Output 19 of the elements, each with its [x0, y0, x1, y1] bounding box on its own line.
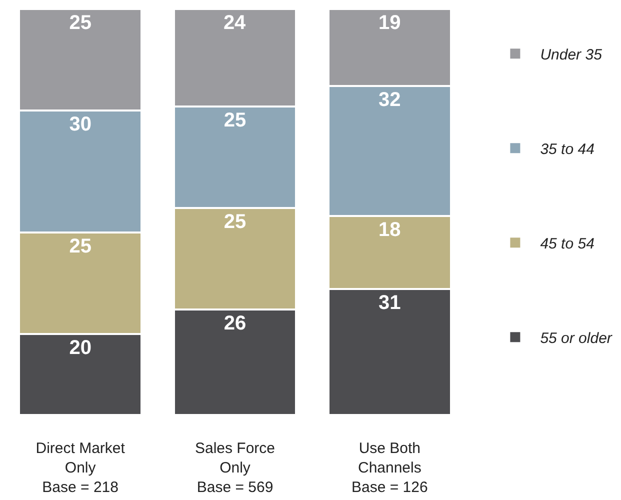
x-tick-label: Use Both Channels Base = 126	[352, 440, 428, 496]
data-label: 32	[378, 89, 401, 112]
data-label: 25	[69, 235, 92, 258]
data-label: 30	[69, 114, 92, 136]
x-tick-label: Sales Force Only Base = 569	[194, 440, 276, 496]
data-label: 25	[69, 12, 92, 34]
legend-label: 45 to 54	[540, 236, 594, 253]
data-label: 18	[378, 219, 401, 242]
x-tick-label: Direct Market Only Base = 218	[36, 440, 126, 496]
legend-label: Under 35	[540, 46, 603, 64]
data-label: 25	[224, 210, 246, 233]
data-label: 31	[378, 292, 401, 314]
legend-label: 35 to 44	[540, 141, 594, 158]
legend-label: 55 or older	[540, 330, 613, 348]
data-label: 26	[224, 312, 246, 334]
data-label: 19	[378, 12, 401, 34]
data-label: 25	[224, 109, 246, 132]
data-label: 20	[69, 336, 92, 359]
data-label: 24	[223, 12, 247, 34]
